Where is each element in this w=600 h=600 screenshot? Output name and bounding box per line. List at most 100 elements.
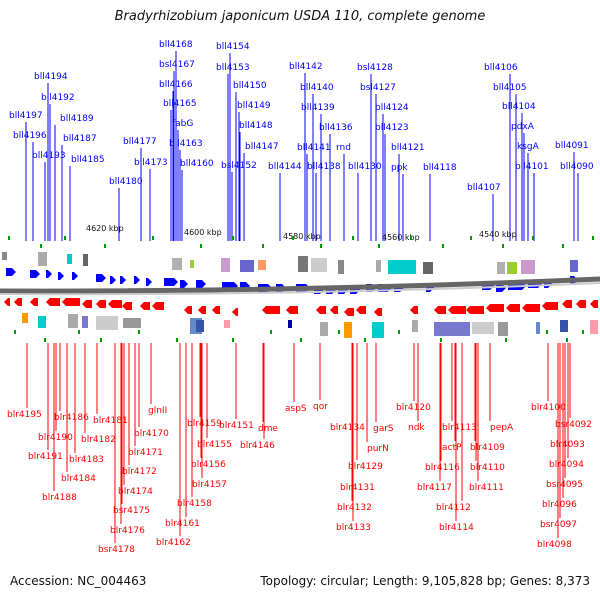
- bottom-gene-label: blr4146: [240, 441, 275, 451]
- feature-box: [2, 252, 7, 260]
- top-gene-label: bll4194: [34, 72, 68, 82]
- marker-tick: [338, 330, 340, 334]
- bottom-gene-label: blr4100: [531, 403, 566, 413]
- marker-tick: [410, 236, 412, 240]
- feature-box: [344, 322, 352, 338]
- reverse-gene-arrow: [356, 306, 366, 314]
- feature-box: [472, 322, 494, 334]
- feature-box: [240, 260, 254, 272]
- top-gene-label: bll4154: [216, 42, 250, 52]
- forward-gene-arrow: [30, 270, 40, 278]
- top-gene-label: bsl4152: [221, 161, 257, 171]
- feature-box: [190, 260, 194, 268]
- bottom-gene-label: blr4195: [7, 410, 42, 420]
- reverse-gene-arrow: [198, 306, 206, 314]
- feature-box: [423, 262, 433, 274]
- marker-tick: [64, 236, 66, 240]
- bottom-gene-label: blr4162: [156, 538, 191, 548]
- reverse-gene-arrow: [46, 298, 60, 306]
- feature-box: [221, 258, 230, 272]
- accession-text: Accession: NC_004463: [10, 574, 147, 588]
- top-gene-label: bll4166: [159, 80, 193, 90]
- feature-box: [67, 254, 72, 264]
- feature-box: [560, 320, 568, 332]
- scale-tick-label: 4560 kbp: [382, 233, 420, 242]
- bottom-gene-label: purN: [367, 444, 389, 454]
- feature-box: [38, 316, 46, 328]
- top-gene-label: bll4189: [60, 114, 94, 124]
- feature-box: [96, 316, 118, 330]
- top-gene-label: bll4163: [169, 139, 203, 149]
- marker-tick: [470, 236, 472, 240]
- marker-tick: [270, 330, 272, 334]
- reverse-gene-arrow: [344, 308, 354, 316]
- bottom-gene-label: dme: [258, 424, 278, 434]
- feature-box: [507, 262, 517, 274]
- bottom-gene-label: glnII: [148, 406, 167, 416]
- top-gene-label: bll4144: [268, 162, 302, 172]
- forward-gene-arrow: [72, 272, 78, 280]
- top-gene-label: bll4101: [515, 162, 549, 172]
- bottom-gene-label: bsr4175: [113, 506, 150, 516]
- bottom-gene-label: blr4191: [28, 452, 63, 462]
- bottom-gene-label: blr4188: [42, 493, 77, 503]
- bottom-gene-label: blr4098: [537, 540, 572, 550]
- marker-tick: [200, 244, 202, 248]
- feature-box: [196, 320, 204, 332]
- top-gene-label: bll4196: [13, 131, 47, 141]
- reverse-gene-arrow: [184, 306, 192, 314]
- reverse-gene-arrow: [486, 304, 504, 312]
- feature-box: [536, 322, 540, 334]
- feature-box: [123, 318, 141, 328]
- top-gene-label: bll4104: [502, 102, 536, 112]
- bottom-gene-label: blr4134: [330, 423, 365, 433]
- bottom-gene-label: blr4176: [110, 526, 145, 536]
- bottom-gene-label: bsr4092: [555, 420, 592, 430]
- genome-summary: Topology: circular; Length: 9,105,828 bp…: [260, 574, 590, 588]
- marker-tick: [592, 236, 594, 240]
- forward-gene-arrow: [134, 276, 140, 284]
- top-gene-label: bll4177: [123, 137, 157, 147]
- feature-box: [38, 252, 47, 266]
- bottom-gene-label: blr4182: [81, 435, 116, 445]
- marker-tick: [440, 338, 442, 342]
- bottom-gene-label: blr4094: [549, 460, 584, 470]
- top-gene-label: fabG: [172, 119, 193, 129]
- feature-box: [320, 322, 328, 336]
- reverse-gene-arrow: [434, 306, 446, 314]
- marker-tick: [14, 330, 16, 334]
- bottom-gene-label: blr4109: [470, 443, 505, 453]
- reverse-gene-arrow: [62, 298, 80, 306]
- reverse-gene-arrow: [30, 298, 38, 306]
- marker-tick: [100, 338, 102, 342]
- top-gene-label: bll4160: [180, 159, 214, 169]
- marker-tick: [546, 330, 548, 334]
- top-gene-label: bll4090: [560, 162, 594, 172]
- bottom-gene-label: bsr4178: [98, 545, 135, 555]
- marker-tick: [582, 330, 584, 334]
- reverse-gene-arrow: [410, 306, 418, 314]
- reverse-gene-arrow: [374, 308, 382, 316]
- feature-box: [83, 254, 88, 266]
- top-gene-label: bll4180: [109, 177, 143, 187]
- scale-tick-label: 4600 kbp: [184, 228, 222, 237]
- marker-tick: [364, 338, 366, 342]
- reverse-gene-arrow: [14, 298, 22, 306]
- reverse-gene-arrow: [522, 304, 540, 312]
- marker-tick: [232, 236, 234, 240]
- top-gene-label: bll4150: [233, 81, 267, 91]
- marker-tick: [44, 338, 46, 342]
- bottom-gene-label: blr4131: [340, 483, 375, 493]
- feature-box: [376, 260, 381, 272]
- top-gene-label: bll4165: [163, 99, 197, 109]
- top-gene-label: bll4105: [493, 83, 527, 93]
- feature-box: [590, 320, 598, 334]
- feature-box: [434, 322, 470, 336]
- bottom-gene-label: blr4174: [118, 487, 153, 497]
- top-gene-label: bll4168: [159, 40, 193, 50]
- top-gene-label: bll4118: [423, 163, 457, 173]
- bottom-gene-label: blr4184: [61, 474, 96, 484]
- reverse-gene-arrow: [96, 300, 106, 308]
- scale-tick-label: 4620 kbp: [86, 224, 124, 233]
- top-gene-label: bll4107: [467, 183, 501, 193]
